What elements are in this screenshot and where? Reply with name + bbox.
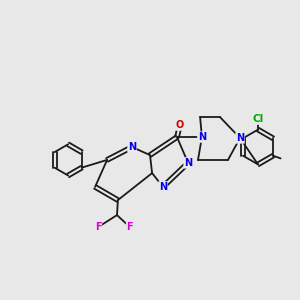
Text: N: N [159, 182, 167, 192]
Text: F: F [127, 222, 133, 232]
Text: N: N [236, 133, 244, 143]
Text: Cl: Cl [252, 114, 264, 124]
Text: N: N [198, 132, 206, 142]
Text: N: N [128, 142, 136, 152]
Text: F: F [95, 222, 101, 232]
Text: N: N [184, 158, 192, 168]
Text: O: O [176, 120, 184, 130]
